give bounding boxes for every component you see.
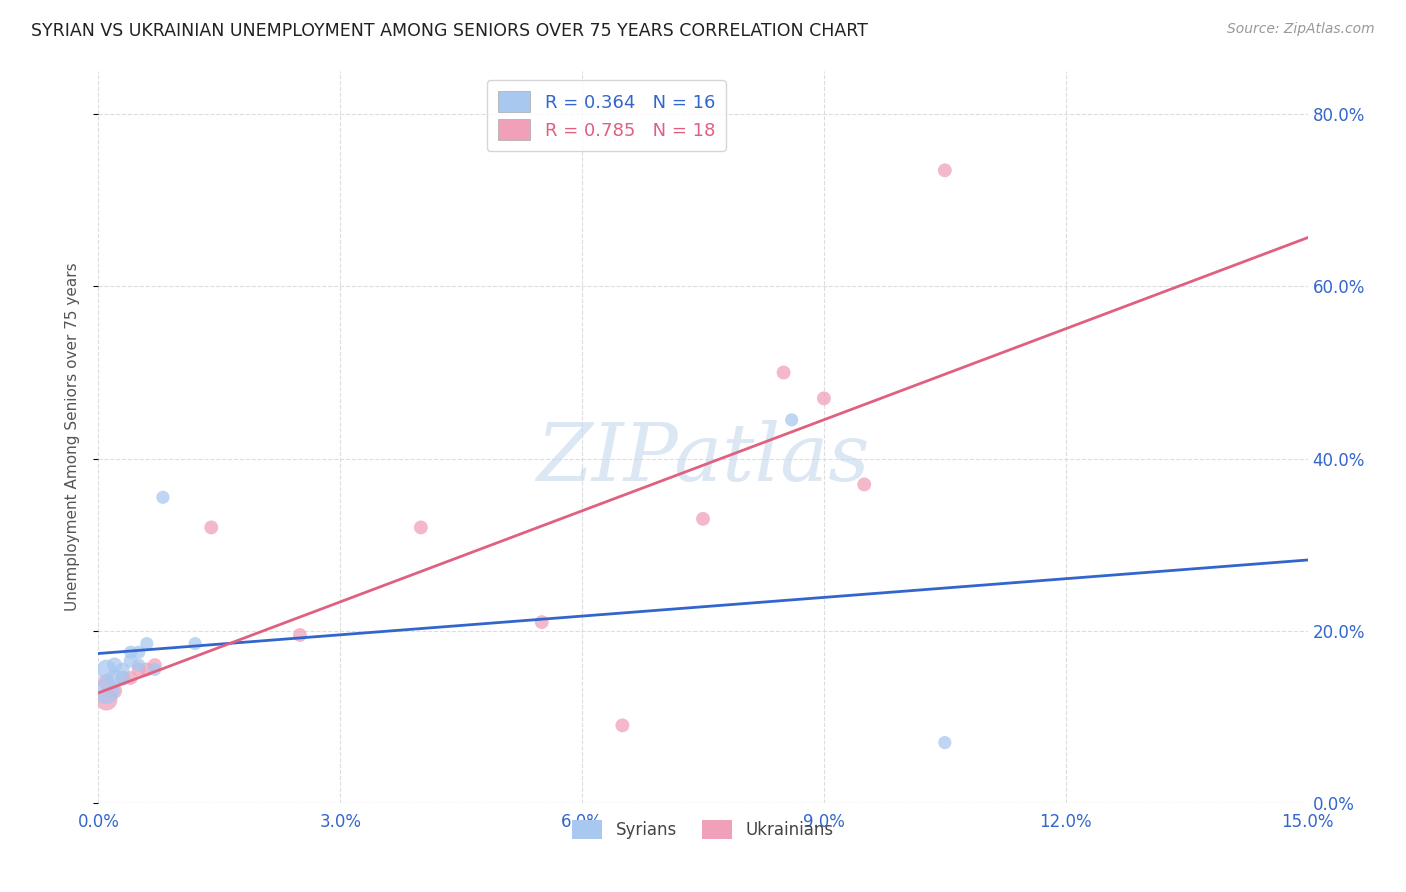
Point xyxy=(128,662,150,676)
Point xyxy=(120,671,142,685)
Y-axis label: Unemployment Among Seniors over 75 years: Unemployment Among Seniors over 75 years xyxy=(65,263,80,611)
Point xyxy=(934,163,956,178)
Point xyxy=(853,477,876,491)
Point xyxy=(111,671,134,685)
Point xyxy=(128,658,150,673)
Point xyxy=(135,662,157,676)
Point xyxy=(934,735,956,749)
Point xyxy=(128,645,150,659)
Point xyxy=(409,520,432,534)
Point xyxy=(530,615,553,629)
Point xyxy=(780,413,803,427)
Point xyxy=(772,366,794,380)
Point xyxy=(103,658,125,673)
Point xyxy=(152,491,174,505)
Point xyxy=(103,671,125,685)
Point xyxy=(96,684,118,698)
Point xyxy=(96,675,118,690)
Point xyxy=(111,671,134,685)
Point xyxy=(143,662,166,676)
Point xyxy=(135,637,157,651)
Point xyxy=(184,637,207,651)
Point xyxy=(120,645,142,659)
Point xyxy=(96,662,118,676)
Point xyxy=(111,662,134,676)
Point xyxy=(120,654,142,668)
Point xyxy=(813,392,835,406)
Text: ZIPatlas: ZIPatlas xyxy=(536,420,870,498)
Legend: Syrians, Ukrainians: Syrians, Ukrainians xyxy=(565,814,841,846)
Point xyxy=(692,512,714,526)
Text: SYRIAN VS UKRAINIAN UNEMPLOYMENT AMONG SENIORS OVER 75 YEARS CORRELATION CHART: SYRIAN VS UKRAINIAN UNEMPLOYMENT AMONG S… xyxy=(31,22,868,40)
Point xyxy=(200,520,222,534)
Point xyxy=(612,718,634,732)
Text: Source: ZipAtlas.com: Source: ZipAtlas.com xyxy=(1227,22,1375,37)
Point xyxy=(96,692,118,706)
Point xyxy=(143,658,166,673)
Point xyxy=(103,684,125,698)
Point xyxy=(288,628,311,642)
